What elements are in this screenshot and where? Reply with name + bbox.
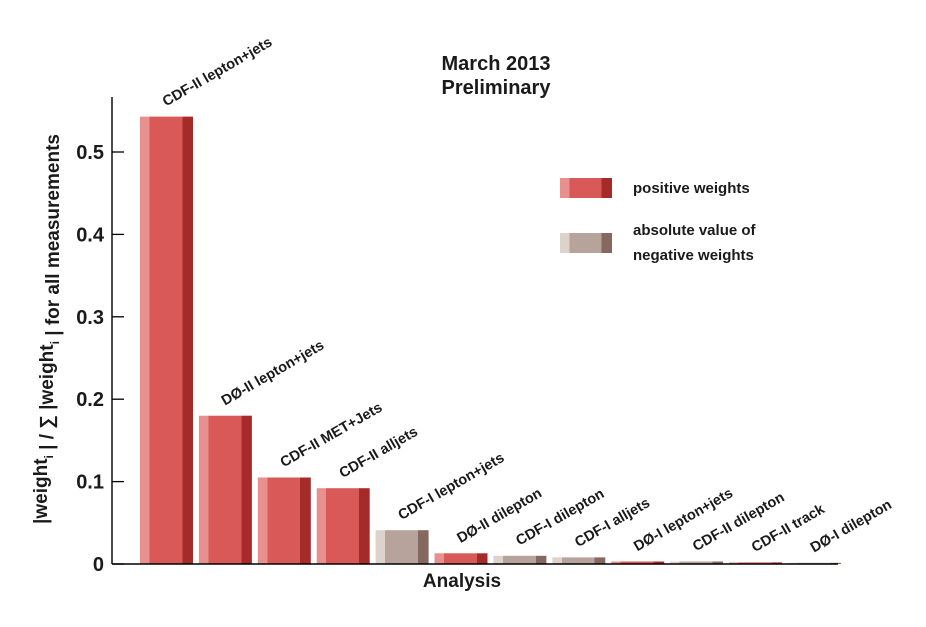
bar-label: DØ-II lepton+jets <box>219 337 327 409</box>
bar <box>552 557 606 564</box>
legend-swatch <box>560 233 612 253</box>
y-axis-ticks: 0 0.1 0.2 0.3 0.4 0.5 <box>76 142 124 576</box>
bar <box>140 116 193 564</box>
bar <box>316 488 370 564</box>
y-tick-label: 0 <box>93 554 104 576</box>
bar <box>198 415 252 564</box>
bar <box>670 561 724 564</box>
bar-label: DØ-I lepton+jets <box>631 485 736 555</box>
bar-label: CDF-II lepton+jets <box>160 34 275 110</box>
chart-title: March 2013 <box>442 53 551 75</box>
y-tick-label: 0.2 <box>76 389 104 411</box>
y-axis-title: |weighti | / ∑ |weighti | for all measur… <box>31 134 64 524</box>
y-tick-label: 0.4 <box>76 224 105 246</box>
bars <box>140 116 841 564</box>
y-tick-label: 0.1 <box>76 472 104 494</box>
legend-swatch <box>560 178 612 198</box>
legend-label: positive weights <box>633 180 750 197</box>
bar <box>729 562 782 564</box>
y-tick-label: 0.3 <box>76 307 104 329</box>
legend-label: absolute value of <box>633 222 757 239</box>
y-tick-label: 0.5 <box>76 142 104 164</box>
bar <box>257 477 311 564</box>
legend: positive weights absolute value of negativ… <box>560 178 757 264</box>
x-axis-title: Analysis <box>423 571 501 592</box>
bar <box>611 561 665 564</box>
legend-label: negative weights <box>633 247 754 264</box>
bar <box>434 553 488 564</box>
bar <box>493 555 547 564</box>
chart-subtitle: Preliminary <box>442 77 552 99</box>
bar <box>375 530 429 564</box>
